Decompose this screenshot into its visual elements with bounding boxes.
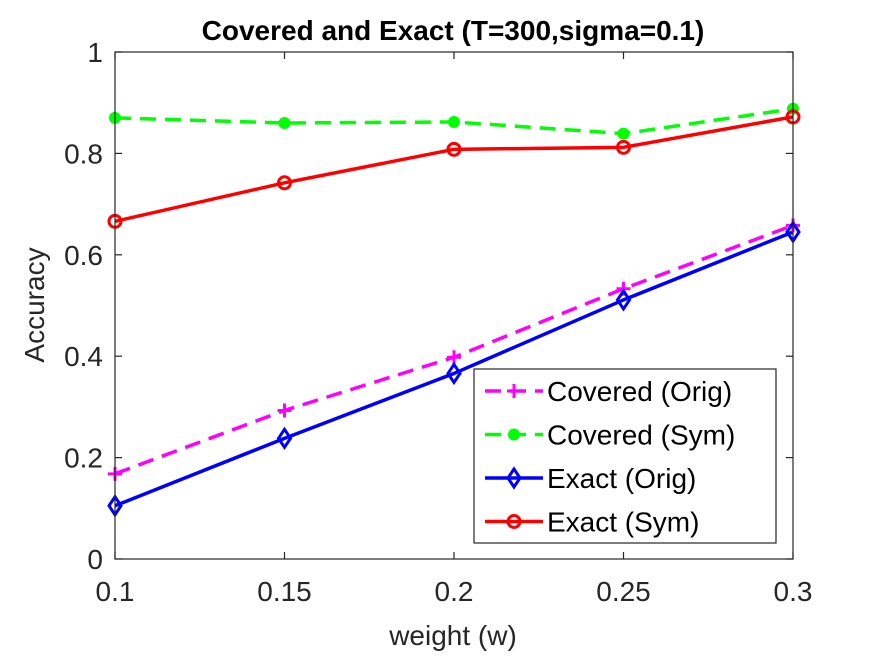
series-line-2 <box>114 230 794 508</box>
data-point-2 <box>615 288 632 312</box>
legend-marker-3 <box>506 514 522 529</box>
axis-ticks: 0.1 0.15 0.2 0.25 0.3 0 0.2 0.4 0.6 0.8 1 <box>64 37 812 607</box>
y-tick-label: 0.6 <box>64 240 103 271</box>
x-axis-label: weight (w) <box>388 620 517 651</box>
data-point-2 <box>446 361 462 386</box>
x-tick-label: 0.15 <box>257 576 312 607</box>
y-tick-label: 0.4 <box>64 341 103 372</box>
y-tick-label: 1 <box>87 37 103 68</box>
legend-marker-2 <box>506 466 522 490</box>
x-tick-label: 0.2 <box>435 576 474 607</box>
legend-label-2: Exact (Orig) <box>547 463 696 494</box>
y-tick-label: 0 <box>87 544 103 575</box>
data-point-1 <box>278 116 291 129</box>
y-tick-label: 0.2 <box>64 443 103 474</box>
data-point-1 <box>617 127 630 140</box>
y-axis-label: Accuracy <box>19 247 50 362</box>
legend-label-3: Exact (Sym) <box>547 507 699 538</box>
x-tick-label: 0.3 <box>774 576 813 607</box>
chart-title: Covered and Exact (T=300,sigma=0.1) <box>202 15 705 46</box>
series-line-3 <box>114 115 794 224</box>
data-point-3 <box>616 139 631 155</box>
data-point-2 <box>276 426 293 451</box>
y-tick-label: 0.8 <box>64 138 103 169</box>
data-point-1 <box>448 115 460 128</box>
legend-box <box>473 368 777 544</box>
legend-label-1: Covered (Sym) <box>547 420 735 451</box>
plot-frame <box>114 51 794 560</box>
legend: Covered (Orig) Covered (Sym) Exact (Orig) E… <box>473 368 777 544</box>
legend-label-0: Covered (Orig) <box>547 376 732 407</box>
legend-marker-1 <box>508 428 520 441</box>
data-point-0 <box>277 403 292 418</box>
data-point-3 <box>446 141 462 157</box>
data-point-3 <box>277 175 292 191</box>
x-tick-label: 0.1 <box>96 576 135 607</box>
x-tick-label: 0.25 <box>596 576 651 607</box>
legend-marker-0 <box>507 384 521 398</box>
